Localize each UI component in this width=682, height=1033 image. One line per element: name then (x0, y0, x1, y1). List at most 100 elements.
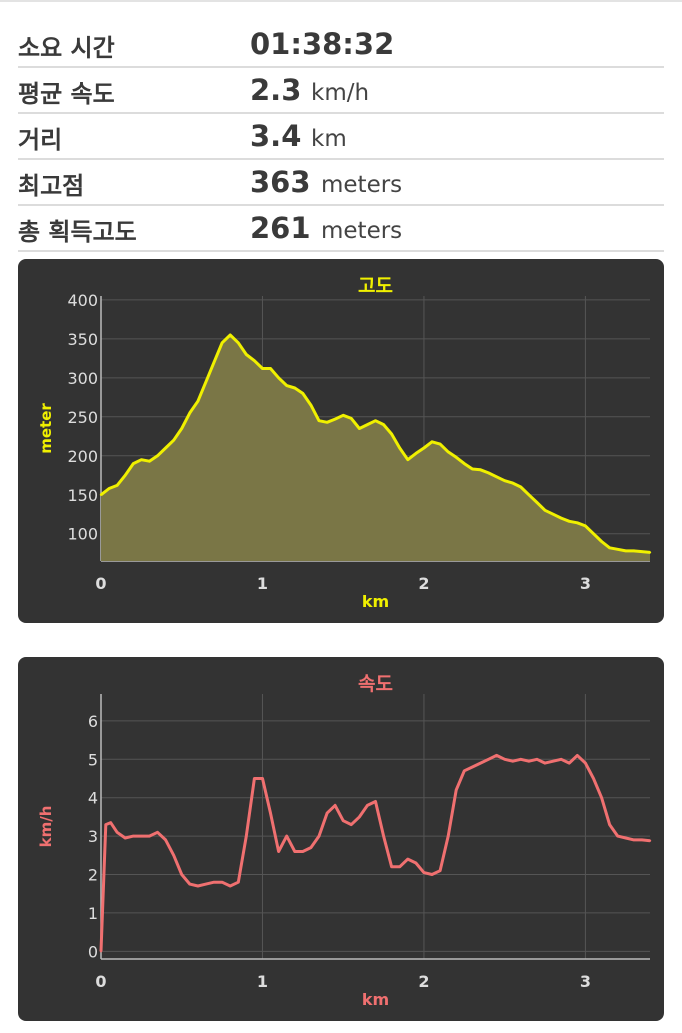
data-point (301, 392, 304, 395)
data-point (487, 471, 490, 475)
y-tick-label: 300 (67, 369, 98, 388)
data-point (543, 761, 547, 765)
data-point (277, 850, 280, 853)
data-point (124, 836, 127, 840)
data-point (463, 462, 466, 465)
data-point (164, 838, 167, 842)
speed-chart: 0 1 2 3 0 1 2 3 4 5 6 속도 km km/h (37, 673, 652, 1009)
data-point (309, 846, 313, 849)
data-point (479, 468, 482, 471)
data-point (576, 754, 579, 757)
y-tick-label: 100 (67, 525, 98, 544)
x-tick-label: 1 (257, 574, 268, 593)
y-axis-label: km/h (37, 806, 55, 848)
data-point (390, 865, 393, 868)
data-point (495, 475, 498, 478)
data-point (156, 454, 159, 457)
data-point (624, 549, 627, 553)
data-point (527, 493, 531, 496)
data-point (212, 881, 216, 884)
speed-chart-card: 0 1 2 3 0 1 2 3 4 5 6 속도 km km/h (18, 657, 664, 1021)
data-point (293, 850, 296, 853)
data-point (616, 548, 619, 551)
stat-label: 최고점 (18, 172, 85, 200)
data-point (519, 485, 522, 489)
data-point (447, 450, 450, 454)
data-point (592, 532, 595, 535)
data-point (132, 462, 135, 465)
series-line (99, 753, 651, 952)
data-point (551, 513, 555, 516)
series-area (101, 335, 650, 561)
data-point (511, 760, 514, 763)
y-tick-label: 6 (88, 712, 98, 731)
stat-unit: meters (321, 172, 403, 198)
data-point (479, 761, 482, 765)
data-point (325, 811, 329, 815)
data-point (640, 838, 644, 842)
data-point (390, 432, 393, 436)
stat-row-highest-point: 최고점 363 meters (18, 160, 664, 206)
data-point (511, 481, 514, 485)
stat-row-duration: 소요 시간 01:38:32 (18, 22, 664, 68)
data-point (164, 446, 167, 450)
data-point (358, 427, 361, 430)
data-point (471, 765, 474, 769)
x-tick-label: 1 (257, 972, 268, 991)
data-point (640, 550, 644, 553)
data-point (229, 884, 232, 888)
data-point (212, 361, 216, 364)
data-point (115, 484, 119, 487)
y-tick-label: 400 (67, 291, 98, 310)
data-point (366, 804, 369, 807)
x-tick-label: 2 (418, 574, 429, 593)
data-point (285, 834, 288, 838)
data-point (535, 501, 539, 504)
data-point (584, 761, 587, 765)
data-point (584, 524, 587, 528)
data-point (398, 865, 401, 868)
stat-unit: meters (321, 218, 403, 244)
data-point (503, 479, 506, 482)
data-point (124, 474, 127, 477)
x-tick-label: 0 (95, 574, 106, 593)
data-point (358, 815, 361, 819)
x-tick-label: 0 (95, 972, 106, 991)
data-point (107, 487, 111, 490)
data-point (269, 811, 272, 815)
data-point (285, 384, 288, 387)
data-point (325, 421, 329, 424)
data-point (342, 819, 345, 822)
data-point (342, 414, 345, 417)
data-point (560, 516, 563, 520)
data-point (422, 871, 426, 874)
data-point (245, 834, 248, 838)
data-point (455, 788, 458, 792)
data-point (309, 403, 313, 407)
data-point (632, 838, 636, 842)
data-point (632, 549, 636, 553)
data-point (188, 882, 191, 886)
data-point (648, 551, 652, 554)
data-point (414, 861, 418, 865)
stat-unit: km (311, 126, 347, 152)
data-point (560, 758, 563, 761)
data-point (568, 761, 571, 765)
data-point (382, 834, 385, 838)
data-point (382, 423, 385, 426)
data-point (430, 873, 434, 876)
data-point (648, 839, 652, 842)
data-point (438, 442, 442, 446)
data-point (104, 823, 108, 826)
data-point (398, 446, 401, 450)
data-point (115, 831, 119, 834)
data-point (422, 446, 426, 450)
x-axis-label: km (362, 592, 389, 611)
y-tick-label: 200 (67, 447, 98, 466)
data-point (463, 769, 466, 772)
stat-value: 2.3 (250, 73, 302, 107)
data-point (487, 758, 490, 761)
data-point (220, 341, 224, 344)
stat-row-avg-speed: 평균 속도 2.3 km/h (18, 68, 664, 114)
stat-value: 01:38:32 (250, 27, 395, 61)
